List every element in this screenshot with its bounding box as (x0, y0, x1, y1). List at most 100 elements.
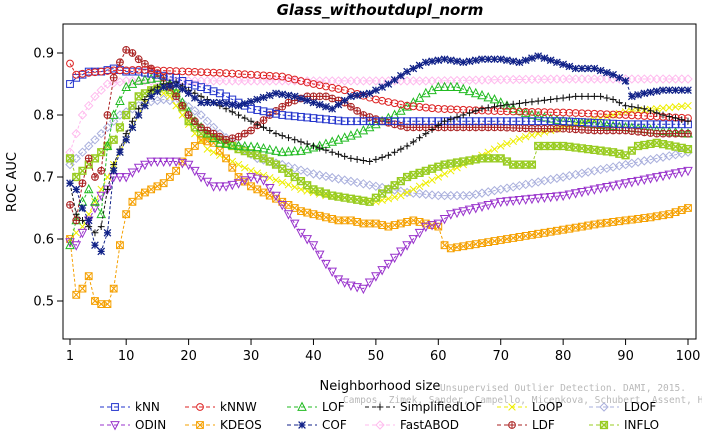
data-point-kdeos (534, 229, 543, 238)
data-point-fastabod (202, 76, 213, 86)
data-point-kdeos (72, 290, 81, 299)
data-point-fastabod (71, 128, 81, 139)
data-point-cof (353, 91, 362, 100)
data-point-simplifiedlof (422, 130, 430, 137)
data-point-ldf (640, 128, 649, 137)
data-point-odin (158, 157, 169, 167)
data-point-kdeos (615, 217, 624, 226)
data-point-ldf (72, 216, 81, 225)
data-point-knn (634, 120, 642, 129)
data-point-knn (203, 85, 212, 94)
data-point-lof (533, 110, 544, 121)
data-point-knnw (440, 105, 449, 113)
data-point-kdeos (540, 228, 549, 237)
data-point-cof (134, 111, 143, 119)
data-point-knnw (609, 110, 617, 119)
data-point-cof (571, 64, 580, 73)
data-point-knn (390, 117, 399, 126)
data-point-ldof (333, 174, 344, 184)
legend-item-cof: COF (287, 418, 347, 432)
data-point-ldof (202, 116, 213, 126)
data-point-odin (595, 184, 606, 194)
data-point-odin (258, 176, 269, 186)
data-point-simplifiedlof (416, 134, 423, 142)
data-point-simplifiedlof (516, 99, 523, 107)
data-point-simplifiedlof (441, 117, 448, 125)
data-point-cof (559, 60, 568, 69)
data-point-simplifiedlof (609, 96, 617, 103)
data-point-ldf (627, 127, 636, 135)
data-point-simplifiedlof (297, 138, 305, 146)
data-point-simplifiedlof (559, 94, 567, 102)
data-point-lof (552, 114, 562, 124)
data-point-ldof (190, 106, 200, 116)
data-point-odin (233, 179, 244, 189)
y-tick-label: 0.6 (33, 233, 54, 248)
data-point-odin (289, 219, 300, 229)
legend-item-loop: LoOP (497, 400, 563, 414)
data-point-odin (333, 275, 344, 285)
data-point-fastabod (127, 76, 138, 86)
data-point-ldof (65, 159, 75, 170)
data-point-ldof (84, 141, 94, 151)
data-point-cof (365, 89, 374, 98)
data-point-simplifiedlof (397, 145, 405, 153)
data-point-knn (209, 87, 218, 96)
data-point-loop (615, 109, 624, 118)
data-point-knn (478, 117, 486, 126)
data-point-cof (190, 94, 199, 102)
data-point-loop (428, 176, 436, 184)
data-point-odin (427, 221, 437, 231)
legend-item-ldf: LDF (497, 418, 555, 432)
data-point-fastabod (683, 74, 693, 84)
data-point-loop (496, 142, 505, 150)
data-point-loop (234, 160, 243, 169)
data-point-simplifiedlof (409, 138, 417, 146)
data-point-fastabod (358, 76, 369, 86)
data-point-simplifiedlof (85, 223, 93, 230)
y-tick-label: 0.9 (33, 47, 54, 62)
data-point-odin (502, 197, 512, 207)
data-point-kdeos (153, 182, 162, 191)
data-point-cof (328, 104, 337, 113)
data-point-cof (253, 95, 262, 104)
legend-item-ldof: LDOF (589, 400, 656, 414)
data-point-knn (515, 117, 524, 126)
data-point-cof (453, 57, 461, 66)
data-point-odin (90, 204, 100, 214)
data-point-cof (415, 61, 424, 70)
data-point-loop (528, 131, 536, 139)
x-tick-label: 50 (368, 349, 385, 364)
data-point-knn (159, 71, 168, 80)
data-point-fastabod (190, 76, 200, 86)
data-point-simplifiedlof (391, 148, 399, 156)
data-point-odin (214, 182, 225, 192)
data-point-fastabod (265, 76, 275, 86)
data-point-kdeos (322, 213, 330, 222)
data-point-knn (528, 117, 536, 126)
data-point-odin (477, 202, 487, 212)
data-point-simplifiedlof (615, 99, 623, 106)
data-point-knn (265, 108, 274, 117)
series-kdeos (66, 135, 692, 308)
data-point-kdeos (403, 218, 411, 226)
data-point-knnw (172, 67, 181, 76)
legend-label-loop: LoOP (532, 400, 563, 414)
data-point-ldf (91, 173, 99, 181)
data-point-simplifiedlof (372, 156, 380, 163)
data-point-knn (66, 80, 74, 88)
data-point-fastabod (664, 74, 674, 84)
data-point-knnw (97, 67, 106, 76)
data-point-loop (409, 185, 418, 194)
data-point-knn (553, 117, 561, 126)
data-point-cof (153, 87, 162, 96)
data-point-ldof (314, 170, 325, 180)
data-point-cof (297, 94, 305, 103)
data-point-ldof (302, 167, 312, 177)
data-point-cof (234, 101, 243, 110)
data-point-ldof (96, 128, 106, 139)
data-point-ldf (347, 102, 355, 111)
data-point-knn (290, 112, 299, 121)
data-point-lof (108, 109, 119, 119)
data-point-knnw (590, 109, 599, 118)
